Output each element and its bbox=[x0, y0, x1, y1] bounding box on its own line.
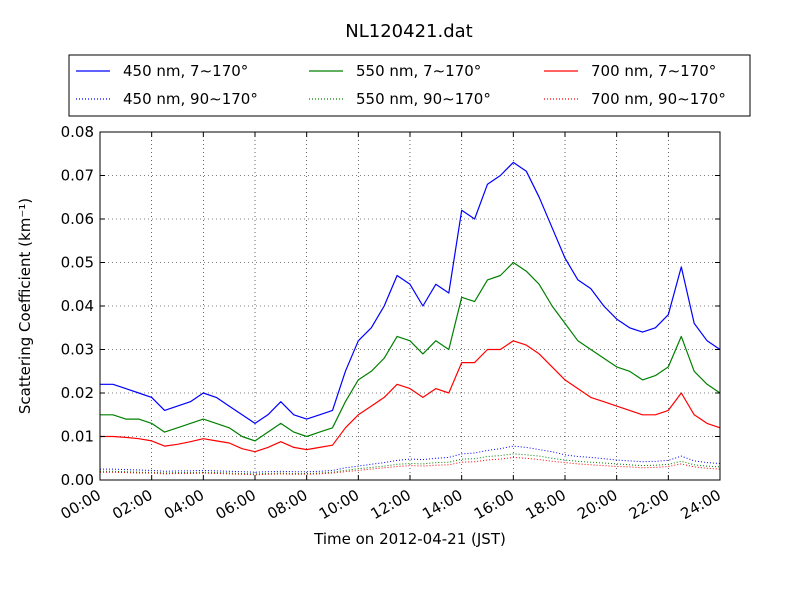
y-tick-label: 0.02 bbox=[61, 384, 94, 402]
y-axis-label: Scattering Coefficient (km⁻¹) bbox=[16, 198, 34, 414]
chart-title: NL120421.dat bbox=[345, 21, 472, 42]
y-tick-label: 0.01 bbox=[61, 428, 94, 446]
legend-label-1: 450 nm, 90∼170° bbox=[123, 90, 258, 108]
x-tick-label: 10:00 bbox=[316, 486, 362, 523]
y-tick-label: 0.03 bbox=[61, 341, 94, 359]
x-tick-label: 00:00 bbox=[58, 486, 104, 523]
legend-label-4: 700 nm, 7∼170° bbox=[591, 62, 716, 80]
ticks bbox=[99, 131, 721, 481]
y-tick-label: 0.04 bbox=[61, 297, 94, 315]
x-tick-label: 20:00 bbox=[574, 486, 620, 523]
y-tick-label: 0.08 bbox=[61, 123, 94, 141]
y-tick-label: 0.07 bbox=[61, 167, 94, 185]
legend: 450 nm, 7∼170° 550 nm, 7∼170° 700 nm, 7∼17… bbox=[68, 54, 751, 117]
legend-box bbox=[68, 54, 751, 117]
x-tick-label: 12:00 bbox=[368, 486, 414, 523]
x-tick-label: 02:00 bbox=[109, 486, 155, 523]
legend-label-2: 550 nm, 7∼170° bbox=[356, 62, 481, 80]
legend-label-0: 450 nm, 7∼170° bbox=[123, 62, 248, 80]
legend-label-3: 550 nm, 90∼170° bbox=[356, 90, 491, 108]
series-line-4 bbox=[100, 340, 721, 453]
x-tick-label: 14:00 bbox=[419, 486, 465, 523]
series-line-0 bbox=[100, 161, 721, 424]
x-tick-label: 06:00 bbox=[213, 486, 259, 523]
x-tick-label: 18:00 bbox=[523, 486, 569, 523]
series-group bbox=[100, 161, 721, 476]
x-tick-labels: 00:00 02:00 04:00 06:00 08:00 10:00 12:00 14:00… bbox=[58, 486, 724, 523]
x-tick-label: 22:00 bbox=[626, 486, 672, 523]
x-axis-label: Time on 2012-04-21 (JST) bbox=[313, 530, 506, 548]
legend-label-5: 700 nm, 90∼170° bbox=[591, 90, 726, 108]
x-tick-label: 08:00 bbox=[264, 486, 310, 523]
x-tick-label: 24:00 bbox=[678, 486, 724, 523]
grid bbox=[100, 132, 720, 480]
y-tick-label: 0.00 bbox=[61, 471, 94, 489]
y-tick-label: 0.05 bbox=[61, 254, 94, 272]
y-tick-labels: 0.00 0.01 0.02 0.03 0.04 0.05 0.06 0.07 0.08 bbox=[61, 123, 94, 489]
x-tick-label: 16:00 bbox=[471, 486, 517, 523]
y-tick-label: 0.06 bbox=[61, 210, 94, 228]
x-tick-label: 04:00 bbox=[161, 486, 207, 523]
series-line-2 bbox=[100, 261, 721, 442]
